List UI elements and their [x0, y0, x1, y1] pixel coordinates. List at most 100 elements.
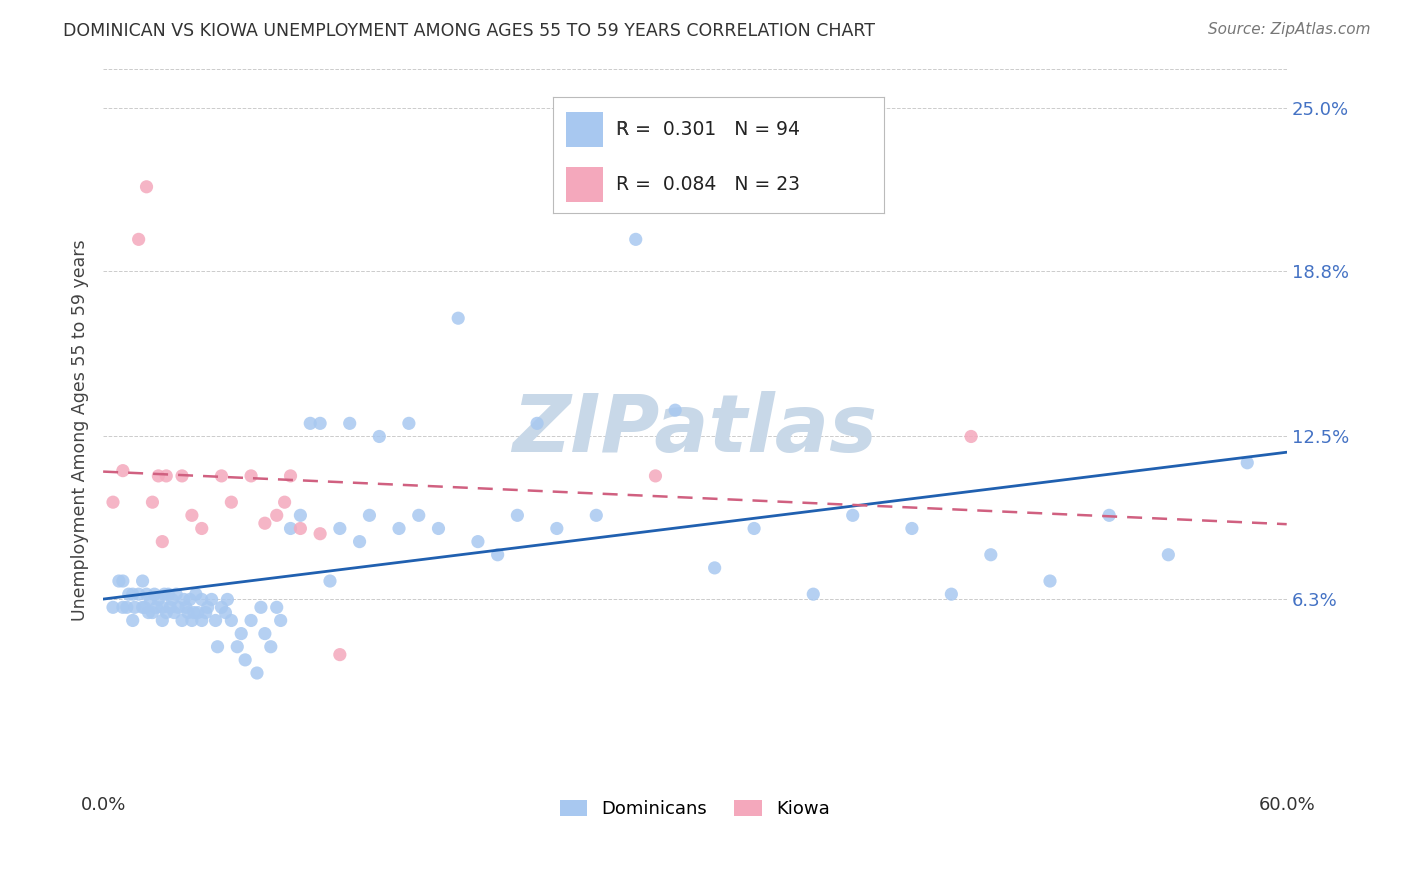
Point: [131, 600, 153, 615]
Point: [398, 417, 420, 431]
Point: [167, 600, 190, 615]
Point: [980, 548, 1002, 562]
Legend: Dominicans, Kiowa: Dominicans, Kiowa: [553, 793, 837, 826]
Point: [266, 600, 288, 615]
Point: [447, 311, 470, 326]
Point: [427, 521, 450, 535]
Text: DOMINICAN VS KIOWA UNEMPLOYMENT AMONG AGES 55 TO 59 YEARS CORRELATION CHART: DOMINICAN VS KIOWA UNEMPLOYMENT AMONG AG…: [63, 22, 876, 40]
Point: [214, 606, 236, 620]
Text: ZIPatlas: ZIPatlas: [512, 391, 877, 469]
Point: [339, 417, 361, 431]
Point: [290, 508, 312, 523]
Point: [190, 614, 212, 628]
Point: [160, 592, 183, 607]
Point: [148, 592, 170, 607]
Point: [742, 521, 765, 535]
Point: [260, 640, 283, 654]
Point: [143, 587, 166, 601]
Point: [359, 508, 381, 523]
Point: [121, 587, 143, 601]
Point: [150, 600, 173, 615]
Point: [141, 606, 163, 620]
Point: [211, 600, 233, 615]
Point: [180, 614, 202, 628]
Point: [184, 587, 207, 601]
Point: [211, 469, 233, 483]
Point: [141, 495, 163, 509]
Point: [174, 600, 197, 615]
Point: [135, 179, 157, 194]
Point: [585, 508, 607, 523]
Point: [273, 495, 295, 509]
Point: [150, 534, 173, 549]
Point: [266, 508, 288, 523]
Point: [240, 614, 263, 628]
Point: [329, 648, 352, 662]
Point: [233, 653, 256, 667]
Point: [134, 600, 156, 615]
Y-axis label: Unemployment Among Ages 55 to 59 years: Unemployment Among Ages 55 to 59 years: [72, 239, 89, 621]
Point: [841, 508, 863, 523]
Point: [960, 429, 983, 443]
Point: [329, 521, 352, 535]
Point: [349, 534, 371, 549]
Point: [190, 521, 212, 535]
Point: [299, 417, 322, 431]
Point: [190, 592, 212, 607]
Point: [506, 508, 529, 523]
Point: [703, 561, 725, 575]
Point: [290, 521, 312, 535]
Point: [111, 600, 134, 615]
Point: [253, 516, 276, 531]
Point: [150, 614, 173, 628]
Point: [118, 587, 141, 601]
Point: [170, 469, 193, 483]
Point: [101, 495, 124, 509]
Point: [183, 606, 205, 620]
Point: [217, 592, 239, 607]
Point: [155, 606, 177, 620]
Point: [121, 614, 143, 628]
Point: [221, 495, 243, 509]
Point: [309, 526, 332, 541]
Point: [624, 232, 647, 246]
Point: [155, 469, 177, 483]
Point: [197, 600, 219, 615]
Point: [187, 606, 209, 620]
Point: [201, 592, 224, 607]
Point: [388, 521, 411, 535]
Point: [240, 469, 263, 483]
Point: [115, 600, 138, 615]
Point: [179, 592, 201, 607]
Point: [108, 574, 131, 588]
Point: [309, 417, 332, 431]
Point: [1236, 456, 1258, 470]
Point: [280, 469, 302, 483]
Point: [1157, 548, 1180, 562]
Point: [270, 614, 292, 628]
Point: [280, 521, 302, 535]
Point: [124, 600, 146, 615]
Point: [101, 600, 124, 615]
Point: [801, 587, 824, 601]
Point: [157, 587, 180, 601]
Point: [111, 574, 134, 588]
Point: [111, 464, 134, 478]
Point: [253, 626, 276, 640]
Point: [664, 403, 686, 417]
Point: [901, 521, 924, 535]
Point: [231, 626, 253, 640]
Point: [408, 508, 430, 523]
Point: [644, 469, 666, 483]
Point: [546, 521, 568, 535]
Point: [204, 614, 226, 628]
Point: [486, 548, 509, 562]
Point: [526, 417, 548, 431]
Point: [246, 666, 269, 681]
Point: [128, 232, 150, 246]
Text: Source: ZipAtlas.com: Source: ZipAtlas.com: [1208, 22, 1371, 37]
Point: [173, 592, 195, 607]
Point: [1039, 574, 1062, 588]
Point: [1098, 508, 1121, 523]
Point: [207, 640, 229, 654]
